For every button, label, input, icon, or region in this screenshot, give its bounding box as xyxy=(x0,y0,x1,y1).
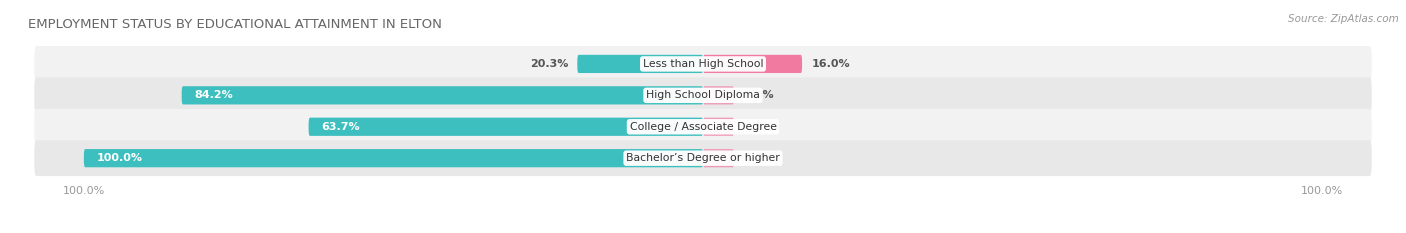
Text: High School Diploma: High School Diploma xyxy=(647,90,759,100)
FancyBboxPatch shape xyxy=(578,55,703,73)
Text: EMPLOYMENT STATUS BY EDUCATIONAL ATTAINMENT IN ELTON: EMPLOYMENT STATUS BY EDUCATIONAL ATTAINM… xyxy=(28,18,441,31)
Text: Less than High School: Less than High School xyxy=(643,59,763,69)
Text: Bachelor’s Degree or higher: Bachelor’s Degree or higher xyxy=(626,153,780,163)
Text: 0.0%: 0.0% xyxy=(744,90,773,100)
Text: Source: ZipAtlas.com: Source: ZipAtlas.com xyxy=(1288,14,1399,24)
FancyBboxPatch shape xyxy=(703,86,734,104)
Text: 16.0%: 16.0% xyxy=(811,59,851,69)
FancyBboxPatch shape xyxy=(34,77,1372,113)
FancyBboxPatch shape xyxy=(308,118,703,136)
FancyBboxPatch shape xyxy=(181,86,703,104)
Text: 63.7%: 63.7% xyxy=(321,122,360,132)
Text: 20.3%: 20.3% xyxy=(530,59,568,69)
FancyBboxPatch shape xyxy=(34,140,1372,176)
Text: 0.0%: 0.0% xyxy=(744,153,773,163)
FancyBboxPatch shape xyxy=(84,149,703,167)
FancyBboxPatch shape xyxy=(34,46,1372,82)
Text: 100.0%: 100.0% xyxy=(96,153,142,163)
Text: 0.0%: 0.0% xyxy=(744,122,773,132)
FancyBboxPatch shape xyxy=(34,109,1372,145)
FancyBboxPatch shape xyxy=(703,55,801,73)
Text: College / Associate Degree: College / Associate Degree xyxy=(630,122,776,132)
FancyBboxPatch shape xyxy=(703,149,734,167)
FancyBboxPatch shape xyxy=(703,118,734,136)
Text: 84.2%: 84.2% xyxy=(194,90,233,100)
Legend: In Labor Force, Unemployed: In Labor Force, Unemployed xyxy=(595,230,811,233)
